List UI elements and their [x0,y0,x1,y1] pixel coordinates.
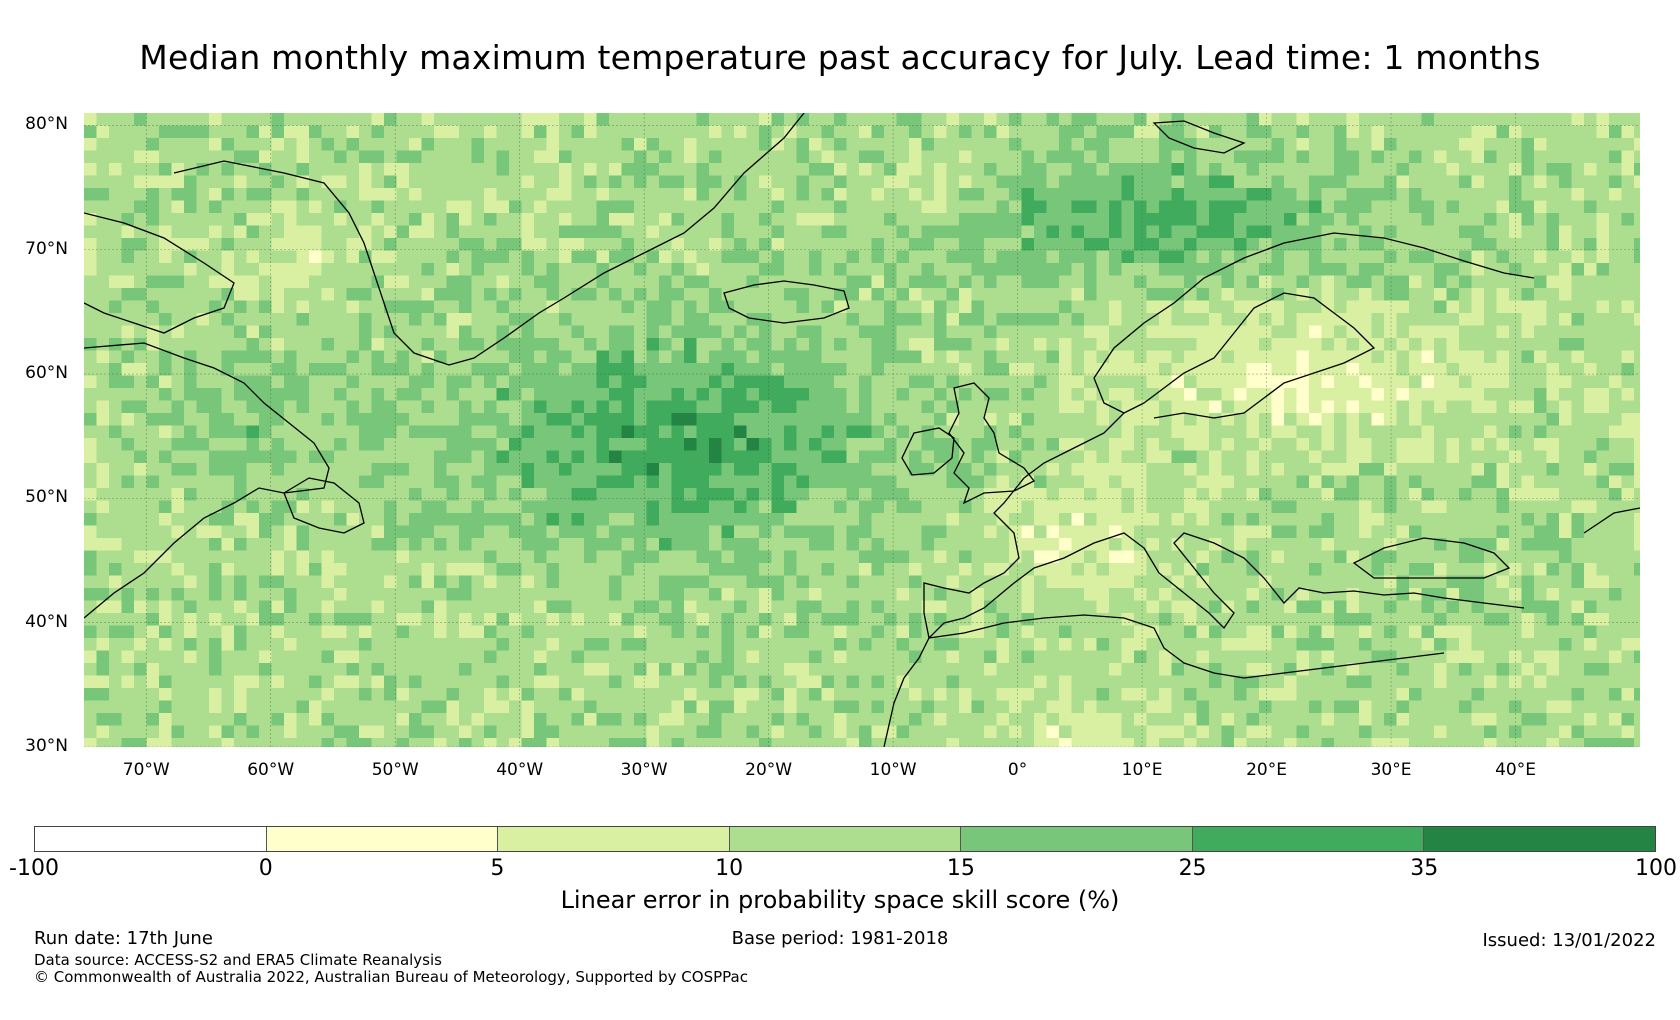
issued-date: Issued: 13/01/2022 [1482,930,1656,951]
longitude-label: 20°E [1246,760,1287,780]
longitude-label: 70°W [122,760,170,780]
colorbar-segment [266,827,499,851]
longitude-label: 10°W [869,760,917,780]
baffin-coastline [84,212,235,334]
longitude-label: 0° [1007,760,1028,780]
latitude-label: 70°N [25,238,68,259]
colorbar-tick-label: 100 [1635,856,1677,881]
colorbar-tick-label: 10 [715,856,744,881]
colorbar-segment [1192,827,1425,851]
colorbar [34,826,1656,852]
eastern-coastline [1583,507,1640,534]
colorbar-segment [35,827,267,851]
colorbar-tick-label: 15 [946,856,975,881]
greenland-coastline [173,113,805,366]
longitude-label: 30°W [620,760,668,780]
colorbar-segment [1424,827,1656,851]
latitude-label: 60°N [25,363,68,384]
longitude-label: 10°E [1121,760,1163,780]
copyright: © Commonwealth of Australia 2022, Austra… [34,968,748,986]
colorbar-tick-label: 0 [258,856,273,881]
latitude-label: 40°N [25,611,68,632]
longitude-label: 40°W [496,760,544,780]
colorbar-label: Linear error in probability space skill … [560,886,1120,914]
skill-grid [84,113,1640,747]
coastlines [84,113,1640,747]
latitude-label: 80°N [25,114,68,135]
colorbar-segment [729,827,962,851]
black-sea-coastline [1352,537,1511,579]
longitude-label: 50°W [371,760,419,780]
colorbar-tick-label: -100 [9,856,59,881]
longitude-label: 20°W [745,760,793,780]
svalbard-coastline [1152,120,1246,154]
norway-coastline [1093,232,1535,379]
graticule [84,113,1640,747]
data-source: Data source: ACCESS-S2 and ERA5 Climate … [34,951,442,969]
skill-score-map [84,113,1640,747]
colorbar-tick-label: 35 [1410,856,1439,881]
north-africa-coastline [928,614,1445,679]
baltic-coastline [1093,292,1376,419]
base-period: Base period: 1981-2018 [731,928,949,949]
longitude-label: 40°E [1495,760,1536,780]
colorbar-tick-label: 25 [1178,856,1207,881]
ireland-coastline [901,427,955,476]
iceland-coastline [723,280,850,324]
mediterranean-north-coastline [1033,532,1525,630]
newfoundland-coastline [283,477,365,534]
europe-west-coastline [923,412,1125,640]
labrador-coastline [84,342,330,619]
run-date: Run date: 17th June [34,928,213,949]
morocco-coastline [883,637,930,747]
colorbar-segment [961,827,1193,851]
latitude-label: 50°N [25,487,68,508]
colorbar-segment [498,827,730,851]
chart-title: Median monthly maximum temperature past … [139,38,1541,77]
longitude-label: 30°E [1370,760,1412,780]
colorbar-tick-label: 5 [490,856,505,881]
map-canvas [84,113,1640,747]
latitude-label: 30°N [25,736,68,756]
longitude-label: 60°W [247,760,295,780]
